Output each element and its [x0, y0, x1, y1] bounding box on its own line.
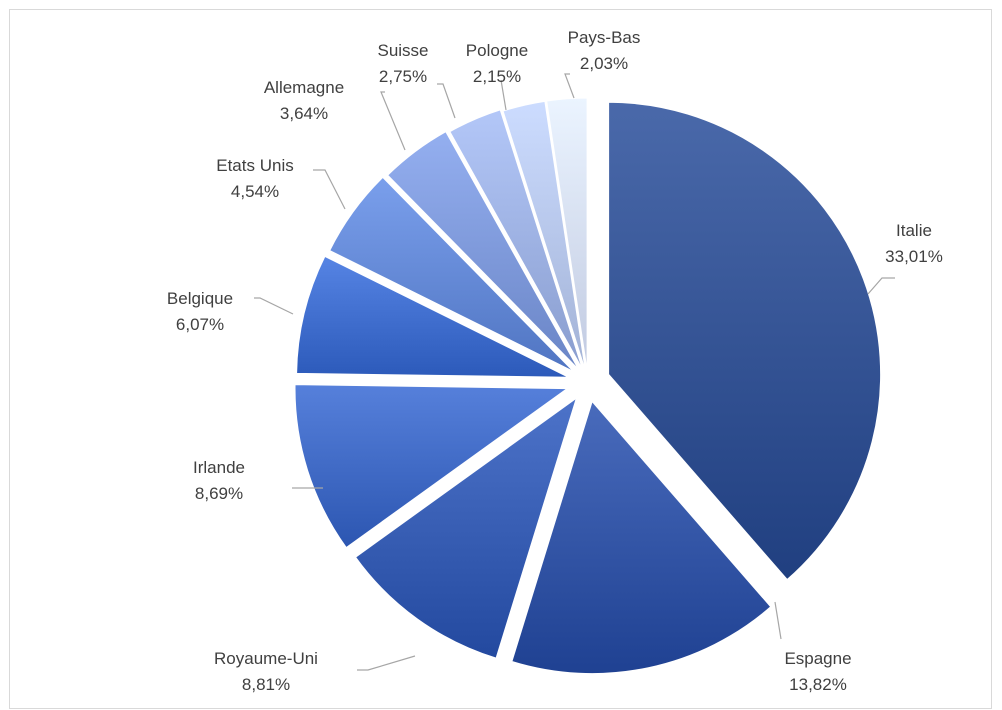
pie-slice-italie [608, 101, 882, 581]
percentage-value: 6,07% [176, 315, 224, 334]
leader-lines [254, 73, 895, 671]
leader-line-royaume-uni [357, 655, 416, 671]
category-name: Pologne [466, 41, 528, 60]
category-name: Suisse [377, 41, 428, 60]
data-label-belgique: Belgique 6,07% [167, 289, 233, 334]
percentage-value: 13,82% [789, 675, 847, 694]
leader-line-belgique [254, 297, 294, 315]
leader-line-allemagne [380, 91, 406, 151]
labels-layer: Italie 33,01% Espagne 13,82% Royaume-Uni 8,81… [167, 28, 943, 694]
percentage-value: 2,03% [580, 54, 628, 73]
pie-slice-etats-unis [329, 176, 574, 372]
category-name: Irlande [193, 458, 245, 477]
pie-slice-pologne [502, 100, 586, 371]
pie-slice-irlande [294, 384, 569, 549]
percentage-value: 33,01% [885, 247, 943, 266]
percentage-value: 4,54% [231, 182, 279, 201]
category-name: Italie [896, 221, 932, 240]
leader-line-suisse [437, 83, 456, 119]
data-label-italie: Italie 33,01% [885, 221, 943, 266]
data-label-irlande: Irlande 8,69% [193, 458, 245, 503]
data-label-royaume-uni: Royaume-Uni 8,81% [214, 649, 318, 694]
data-label-etats-unis: Etats Unis 4,54% [216, 156, 293, 201]
category-name: Etats Unis [216, 156, 293, 175]
leader-line-pays-bas [564, 73, 575, 99]
category-name: Royaume-Uni [214, 649, 318, 668]
category-name: Espagne [784, 649, 851, 668]
pie-slice-allemagne [387, 131, 579, 370]
leader-line-espagne [774, 601, 782, 640]
data-label-espagne: Espagne 13,82% [784, 649, 851, 694]
pie-slice-pays-bas [546, 97, 588, 371]
pie-slice-royaume-uni [354, 396, 578, 659]
leader-line-pologne [500, 79, 507, 111]
chart-area: Italie 33,01% Espagne 13,82% Royaume-Uni 8,81… [9, 9, 992, 709]
pie-slice-espagne [511, 400, 772, 675]
percentage-value: 2,75% [379, 67, 427, 86]
pie-slice-belgique [296, 255, 569, 378]
data-label-pologne: Pologne 2,15% [466, 41, 528, 86]
pie-slice-suisse [449, 109, 583, 370]
percentage-value: 3,64% [280, 104, 328, 123]
data-label-allemagne: Allemagne 3,64% [264, 78, 344, 123]
data-label-pays-bas: Pays-Bas 2,03% [568, 28, 641, 73]
category-name: Belgique [167, 289, 233, 308]
percentage-value: 2,15% [473, 67, 521, 86]
data-label-suisse: Suisse 2,75% [377, 41, 428, 86]
percentage-value: 8,81% [242, 675, 290, 694]
pie-chart: Italie 33,01% Espagne 13,82% Royaume-Uni 8,81… [167, 28, 943, 694]
slices-layer [294, 97, 882, 675]
leader-line-italie [867, 277, 895, 295]
category-name: Allemagne [264, 78, 344, 97]
category-name: Pays-Bas [568, 28, 641, 47]
percentage-value: 8,69% [195, 484, 243, 503]
leader-line-etats-unis [313, 169, 346, 210]
